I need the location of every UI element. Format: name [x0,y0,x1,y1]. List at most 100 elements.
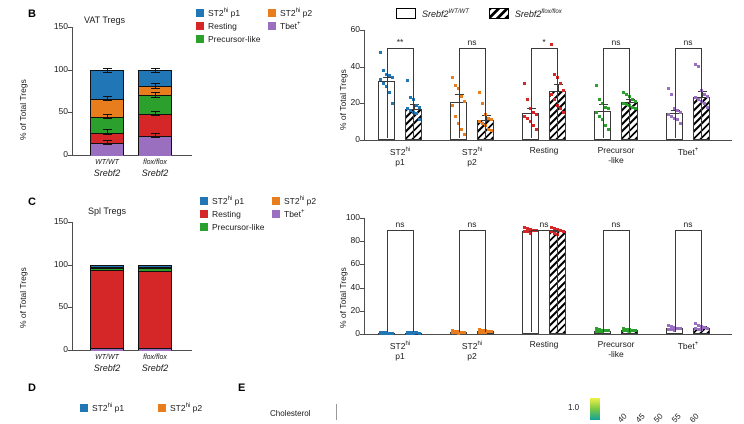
significance-label: ** [380,37,420,47]
error-cap [103,129,112,130]
significance-bracket [675,48,702,138]
data-point [562,111,565,114]
stack-segment-resting [91,270,123,348]
panel-d-legend-item-0: ST2hi p1 [80,403,158,413]
swatch-precursor-icon [200,223,208,231]
data-point [490,129,493,132]
legend-label-resting: Resting [208,21,237,31]
x-axis-label: Tbet+ [650,145,726,157]
significance-label: ns [452,37,492,47]
data-point [595,84,598,87]
panel-letter-e: E [238,382,245,394]
stack-segment-st2hi-p1 [139,266,171,267]
data-point [526,117,529,120]
data-point [418,332,421,335]
legend-box-ko-icon [489,8,509,19]
y-tick [360,264,364,265]
swatch-st2hi_p1-icon [200,197,208,205]
panel-e-divider [336,404,337,420]
data-point [457,332,460,335]
stack-segment-st2hi-p1 [91,71,123,99]
y-tick-label: 0 [334,328,360,338]
stack-segment-tbet- [91,348,123,351]
data-point [379,51,382,54]
y-tick-label: 100 [38,259,68,269]
data-point [634,329,637,332]
stack-segment-st2hi-p2 [91,267,123,268]
y-tick [68,27,72,28]
significance-label: ns [596,37,636,47]
significance-bracket [603,48,630,138]
y-axis-line [72,222,73,351]
stack-segment-precursor-like [91,268,123,271]
swatch-resting-icon [196,22,204,30]
chart-title-spl: Spl Tregs [88,206,126,216]
legend-label-resting: Resting [212,209,241,219]
y-tick [360,334,364,335]
significance-bracket [459,48,486,138]
y-tick-label: 0 [38,344,68,354]
legend-item-tbet: Tbet+ [272,209,344,219]
data-point [490,118,493,121]
error-cap [103,134,112,135]
swatch-precursor-icon [196,35,204,43]
data-point [382,82,385,85]
error-cap [103,140,112,141]
stack-segment-st2hi-p1 [91,266,123,267]
legend-item-resting: Resting [196,21,268,31]
panel-letter-d: D [28,382,36,394]
error-cap [151,72,160,73]
y-tick [360,311,364,312]
error-cap [103,72,112,73]
legend-row: Resting Tbet+ [200,209,344,219]
legend-label-st2hi_p2: ST2hi p2 [284,196,316,206]
colorbar-tick-60: 60 [688,412,701,424]
panel-d-legend-label-0: ST2hi p1 [92,403,124,413]
legend-item-tbet: Tbet+ [268,21,340,31]
error-cap [151,88,160,89]
x-cat-genotype: flox/flox [125,354,185,361]
significance-bracket [387,230,414,332]
legend-label-st2hi_p1: ST2hi p1 [208,8,240,18]
error-cap [103,68,112,69]
error-bar [558,84,559,91]
data-point [490,330,493,333]
data-point [706,327,709,330]
significance-label: ns [524,219,564,229]
error-cap [151,68,160,69]
error-cap [103,96,112,97]
legend-box-wt-icon [396,8,416,19]
x-axis-label: Precursor-like [578,339,654,359]
data-point [562,230,565,233]
swatch-st2hi_p1-icon [196,9,204,17]
data-point [562,89,565,92]
y-axis-line [364,218,365,335]
x-axis-line [364,140,732,141]
significance-label: ns [380,219,420,229]
legend-item-st2hi_p2: ST2hi p2 [272,196,344,206]
data-point [385,332,388,335]
data-point [706,106,709,109]
legend-item-st2hi_p1: ST2hi p1 [196,8,268,18]
swatch-st2hi_p2-icon [272,197,280,205]
data-point [451,76,454,79]
data-point [526,98,529,101]
x-axis-label: Resting [506,145,582,155]
y-tick [360,103,364,104]
stacked-bar [138,265,172,350]
legend-row: Precursor-like [200,222,344,232]
significance-bracket [531,48,558,138]
y-tick [68,265,72,266]
significance-label: ns [668,37,708,47]
significance-bracket [531,230,558,332]
y-tick-label: 0 [38,149,68,159]
swatch-panel-d-0-icon [80,404,88,412]
